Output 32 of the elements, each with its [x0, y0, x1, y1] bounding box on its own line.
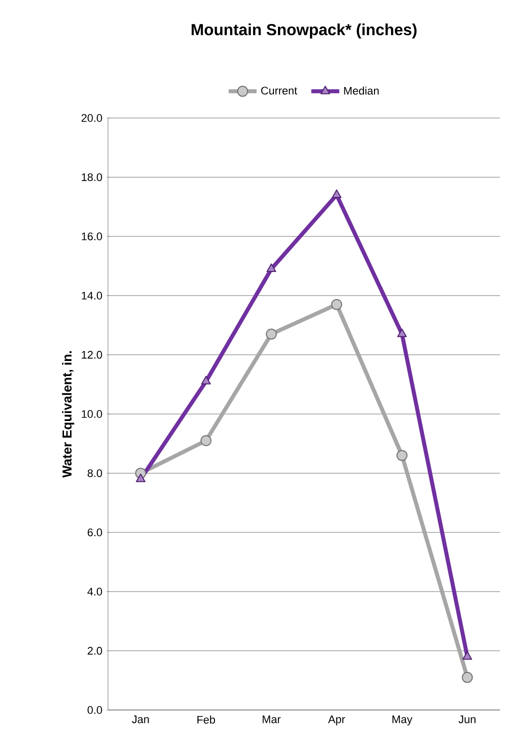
x-tick-label: Mar: [262, 716, 281, 724]
y-tick-label: 14.0: [82, 292, 102, 300]
y-tick-label: 10.0: [82, 410, 102, 418]
x-tick-label: Apr: [328, 716, 346, 726]
point: [396, 450, 408, 461]
point: [266, 263, 276, 272]
y-tick-label: 18.0: [82, 173, 102, 182]
y-axis-title: Water Equivalent, in.: [62, 351, 74, 478]
y-tick-label: 12.0: [82, 350, 102, 359]
point: [266, 328, 277, 340]
point: [331, 298, 342, 310]
chart-title: Mountain Snowpack* (inches): [192, 24, 417, 38]
legend-label: Current: [261, 86, 298, 95]
y-tick-label: 8.0: [88, 469, 102, 478]
x-tick-label: Jun: [458, 716, 476, 724]
y-tick-label: 2.0: [88, 646, 102, 655]
point: [397, 328, 407, 338]
x-tick-label: Jan: [132, 716, 149, 724]
point: [201, 376, 211, 384]
point: [136, 474, 146, 482]
point: [200, 435, 212, 446]
point: [332, 189, 342, 198]
y-tick-label: 4.0: [87, 588, 102, 596]
x-tick-label: May: [392, 716, 412, 726]
y-tick-label: 0.0: [88, 706, 102, 714]
point: [462, 672, 473, 683]
y-tick-label: 6.0: [88, 528, 102, 536]
y-tick-label: 16.0: [82, 232, 102, 240]
x-tick-label: Feb: [197, 716, 215, 724]
y-tick-label: 20.0: [82, 114, 102, 122]
legend-label: Median: [344, 86, 379, 95]
point: [462, 651, 472, 660]
